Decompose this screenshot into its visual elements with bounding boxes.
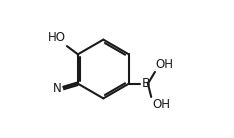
Text: HO: HO: [48, 31, 66, 44]
Text: N: N: [53, 82, 62, 95]
Text: OH: OH: [156, 58, 174, 71]
Text: OH: OH: [152, 98, 170, 111]
Text: B: B: [141, 77, 150, 90]
